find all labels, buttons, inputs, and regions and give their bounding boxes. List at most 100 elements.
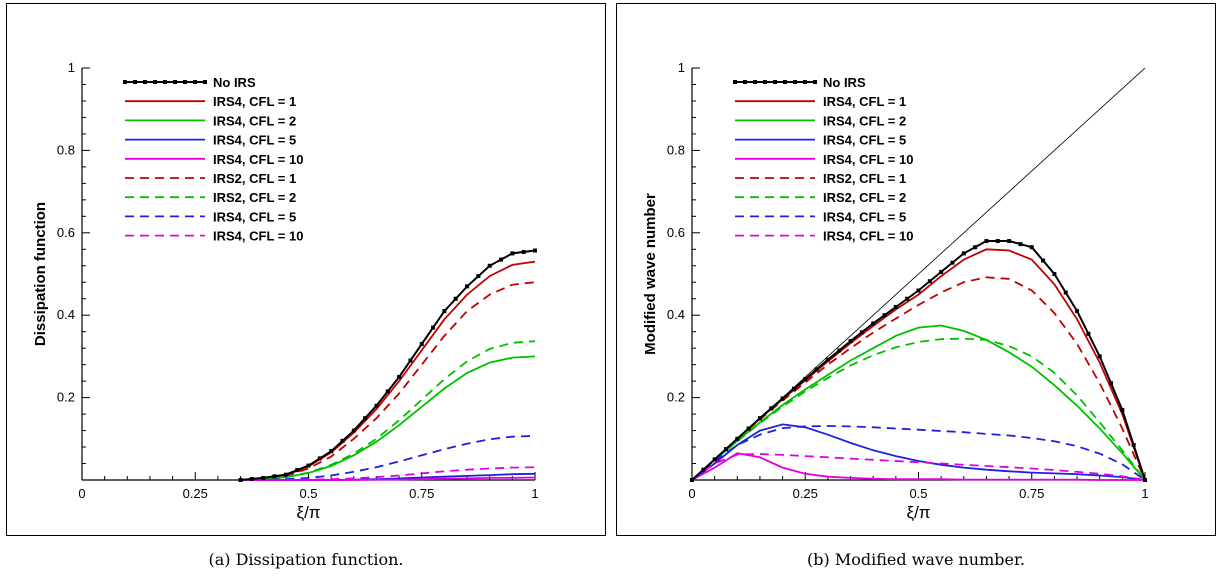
legend-label-8: IRS4, CFL = 10 xyxy=(823,229,913,244)
series-line-0 xyxy=(691,240,1146,481)
series-marker xyxy=(306,463,311,468)
legend-label-5: IRS2, CFL = 1 xyxy=(823,171,906,186)
series-marker xyxy=(848,339,853,344)
x-tick-label: 0.75 xyxy=(1019,486,1044,501)
y-tick-label: 0.8 xyxy=(667,142,685,157)
series-marker xyxy=(261,475,266,480)
x-tick-label: 0.5 xyxy=(909,486,927,501)
y-tick-label: 0.2 xyxy=(57,390,75,405)
series-marker xyxy=(431,325,436,330)
legend-label-7: IRS4, CFL = 5 xyxy=(823,209,906,224)
series-marker xyxy=(249,476,254,481)
x-tick-label: 0 xyxy=(78,486,85,501)
series-marker xyxy=(465,284,470,289)
series-marker xyxy=(871,321,876,326)
series-marker xyxy=(363,416,368,421)
series-marker xyxy=(1041,258,1046,263)
y-axis-label: Modified wave number xyxy=(642,193,659,355)
legend-marker xyxy=(793,80,797,84)
y-tick-label: 0.2 xyxy=(667,390,685,405)
series-marker xyxy=(1120,407,1125,412)
x-tick-label: 0.25 xyxy=(793,486,818,501)
legend-label-5: IRS2, CFL = 1 xyxy=(213,171,296,186)
legend-marker xyxy=(123,80,127,84)
legend-label-6: IRS2, CFL = 2 xyxy=(213,190,296,205)
series-marker xyxy=(476,274,481,279)
caption-dissipation: (a) Dissipation function. xyxy=(208,550,404,569)
legend-marker xyxy=(783,80,787,84)
legend-marker xyxy=(733,80,737,84)
series-marker xyxy=(916,288,921,293)
series-marker xyxy=(825,357,830,362)
legend-marker xyxy=(743,80,747,84)
series-marker xyxy=(939,269,944,274)
series-line-6 xyxy=(691,337,1146,481)
series-marker xyxy=(882,313,887,318)
legend-marker xyxy=(163,80,167,84)
series-marker xyxy=(973,245,978,250)
series-marker xyxy=(533,248,537,253)
series-line-5 xyxy=(691,276,1146,481)
series-marker xyxy=(1063,290,1068,295)
series-marker xyxy=(1097,354,1102,359)
chart-dissipation: 0 0.25 0.5 0.75 1 0.2 0.4 0.6 0.8 1 ξ/π Dissipation… xyxy=(32,60,539,522)
y-tick-label: 0.6 xyxy=(57,225,75,240)
series-marker xyxy=(769,406,774,411)
series-marker xyxy=(419,342,424,347)
series-line-7 xyxy=(691,425,1146,481)
series-line-8 xyxy=(240,466,536,481)
x-axis-label: ξ/π xyxy=(906,503,930,522)
series-marker xyxy=(510,251,515,256)
x-axis-label: ξ/π xyxy=(296,503,320,522)
x-tick-label: 0.75 xyxy=(409,486,434,501)
series-marker xyxy=(791,386,796,391)
series-line-6 xyxy=(240,340,536,481)
legend-marker xyxy=(153,80,157,84)
series-marker xyxy=(397,375,402,379)
series-marker xyxy=(961,251,966,256)
series-marker xyxy=(690,478,694,482)
legend-label-4: IRS4, CFL = 10 xyxy=(823,152,913,167)
series-marker xyxy=(283,472,288,477)
series-marker xyxy=(723,447,728,452)
series-marker xyxy=(1131,442,1136,447)
series-marker xyxy=(712,457,717,462)
series-marker xyxy=(927,279,932,284)
legend-marker xyxy=(753,80,757,84)
series-marker xyxy=(995,239,1000,244)
series-line-8 xyxy=(691,453,1146,481)
legend-label-2: IRS4, CFL = 2 xyxy=(213,113,296,128)
series-marker xyxy=(803,377,808,382)
series-marker xyxy=(408,358,413,363)
series-marker xyxy=(499,257,504,262)
panel-dissipation: 0 0.25 0.5 0.75 1 0.2 0.4 0.6 0.8 1 ξ/π Dissipation… xyxy=(6,3,606,536)
legend-label-3: IRS4, CFL = 5 xyxy=(213,133,296,148)
series-marker xyxy=(295,468,300,473)
series-marker xyxy=(735,436,740,441)
series-marker xyxy=(442,309,447,314)
series-marker xyxy=(1029,245,1034,250)
y-tick-label: 0.4 xyxy=(667,307,685,322)
legend-marker xyxy=(193,80,197,84)
series-marker xyxy=(453,296,458,301)
series-marker xyxy=(385,389,390,394)
x-tick-label: 0 xyxy=(688,486,695,501)
series-marker xyxy=(893,304,898,309)
series-marker xyxy=(1052,272,1057,276)
legend-marker xyxy=(203,80,207,84)
series-marker xyxy=(1018,242,1023,247)
y-tick-label: 1 xyxy=(68,60,75,75)
series-marker xyxy=(1007,239,1012,244)
series-marker xyxy=(814,367,819,372)
series-line-4 xyxy=(691,452,1145,481)
series-marker xyxy=(329,449,334,454)
series-marker xyxy=(859,330,864,335)
series-marker xyxy=(317,456,322,461)
x-tick-label: 0.25 xyxy=(183,486,208,501)
legend-label-2: IRS4, CFL = 2 xyxy=(823,113,906,128)
legend-marker xyxy=(183,80,187,84)
x-tick-label: 1 xyxy=(531,486,538,501)
legend-label-0: No IRS xyxy=(823,75,866,90)
series-marker xyxy=(905,296,910,301)
caption-modified-wave-number: (b) Modified wave number. xyxy=(807,550,1025,569)
